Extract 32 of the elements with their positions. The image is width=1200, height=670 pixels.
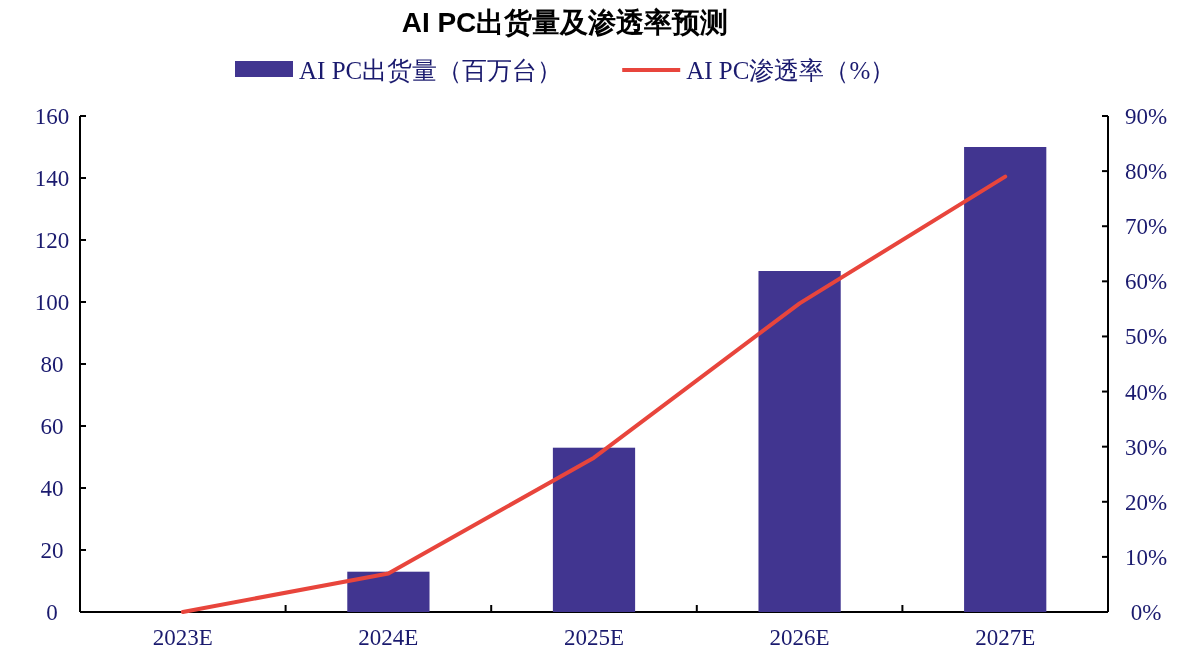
y2-tick-label: 60% xyxy=(1124,269,1168,295)
bar xyxy=(347,571,430,612)
x-tick-label: 2026E xyxy=(769,625,830,650)
x-tick-label: 2027E xyxy=(975,625,1036,650)
y2-tick-label: 30% xyxy=(1124,434,1168,460)
x-tick-label: 2024E xyxy=(358,625,419,650)
x-tick-label: 2023E xyxy=(152,625,213,650)
bar xyxy=(552,447,636,612)
y-tick-label: 160 xyxy=(34,104,70,129)
bar xyxy=(964,147,1047,612)
y-tick-label: 0 xyxy=(46,600,58,625)
y2-tick-label: 40% xyxy=(1124,379,1168,405)
y-tick-label: 140 xyxy=(34,166,70,191)
y-tick-label: 40 xyxy=(40,476,64,501)
y-tick-label: 20 xyxy=(40,538,64,563)
y2-tick-label: 10% xyxy=(1124,544,1168,570)
y2-tick-label: 0% xyxy=(1130,600,1162,625)
x-tick-label: 2025E xyxy=(563,625,625,650)
bar xyxy=(758,271,841,612)
chart-title: AI PC出货量及渗透率预测 xyxy=(401,7,729,38)
y2-tick-label: 80% xyxy=(1124,159,1168,185)
line-series xyxy=(180,174,1008,614)
legend-label: AI PC出货量（百万台） xyxy=(299,57,563,84)
y2-tick-label: 70% xyxy=(1124,214,1168,240)
y2-tick-label: 20% xyxy=(1124,489,1168,515)
y-tick-label: 120 xyxy=(34,228,70,253)
y-tick-label: 100 xyxy=(34,290,70,315)
y-tick-label: 60 xyxy=(40,414,64,439)
y2-tick-label: 90% xyxy=(1124,104,1168,129)
y2-tick-label: 50% xyxy=(1124,324,1168,350)
y-tick-label: 80 xyxy=(40,352,64,377)
legend-label: AI PC渗透率（%） xyxy=(686,57,896,84)
